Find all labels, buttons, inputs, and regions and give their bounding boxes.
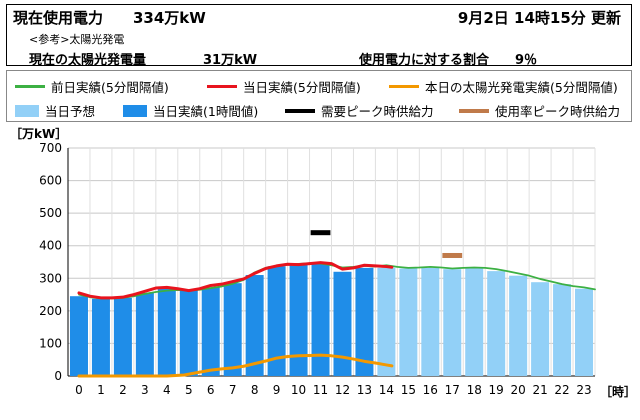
x-tick-label: 23 — [576, 383, 591, 397]
x-tick-label: 10 — [291, 383, 306, 397]
y-tick-label: 600 — [39, 174, 62, 188]
x-tick-label: 11 — [313, 383, 328, 397]
legend-label-usage-peak: 使用率ピーク時供給力 — [495, 104, 621, 119]
bar-hour-18 — [465, 267, 484, 376]
bar-hour-12 — [333, 271, 352, 376]
x-axis-label: ［時］ — [600, 384, 636, 399]
marker-usage-peak — [442, 252, 463, 258]
marker-demand-peak — [310, 230, 331, 236]
bar-hour-0 — [69, 296, 88, 376]
bar-hour-22 — [553, 284, 572, 376]
y-axis-label: ［万kW］ — [10, 126, 67, 141]
legend-label-today-5min: 当日実績(5分間隔値) — [243, 80, 361, 95]
legend-label-hourly: 当日実績(1時間値) — [153, 104, 259, 119]
legend-swatch-today-5min — [207, 85, 237, 88]
legend-item-hourly: 当日実績(1時間値) — [123, 101, 258, 120]
y-tick-label: 300 — [39, 271, 62, 285]
current-usage-label: 現在使用電力 — [13, 9, 104, 27]
x-tick-label: 7 — [229, 383, 237, 397]
chart-legend: 前日実績(5分間隔値) 当日実績(5分間隔値) 本日の太陽光発電実績(5分間隔値… — [6, 70, 632, 122]
bar-hour-16 — [421, 267, 440, 376]
bar-hour-8 — [245, 275, 264, 376]
y-tick-label: 200 — [39, 304, 62, 318]
legend-label-demand-peak: 需要ピーク時供給力 — [321, 104, 434, 119]
x-tick-label: 1 — [97, 383, 105, 397]
x-tick-label: 16 — [423, 383, 438, 397]
bar-hour-13 — [355, 267, 374, 376]
bar-hour-23 — [575, 288, 594, 376]
legend-label-prev-day: 前日実績(5分間隔値) — [51, 80, 169, 95]
marker-layer — [310, 230, 463, 258]
legend-swatch-forecast — [15, 104, 39, 117]
x-tick-label: 3 — [141, 383, 149, 397]
bar-hour-11 — [311, 263, 330, 376]
bar-hour-3 — [135, 292, 154, 376]
reference-label: <参考>太陽光発電 — [29, 33, 125, 46]
x-tick-label: 13 — [357, 383, 372, 397]
bar-hour-4 — [157, 288, 176, 376]
bar-hour-14 — [377, 267, 396, 376]
x-tick-label: 5 — [185, 383, 193, 397]
bar-layer — [69, 263, 594, 376]
bar-hour-6 — [201, 287, 220, 376]
bar-hour-19 — [487, 271, 506, 376]
legend-item-prev-day: 前日実績(5分間隔値) — [15, 77, 169, 96]
x-tick-label: 6 — [207, 383, 215, 397]
bar-hour-9 — [267, 266, 286, 376]
x-tick-label: 21 — [532, 383, 547, 397]
status-header: 現在使用電力 334万kW 9月2日 14時15分 更新 <参考>太陽光発電 現… — [6, 4, 632, 68]
line-solar — [77, 353, 394, 378]
legend-item-forecast: 当日予想 — [15, 101, 95, 120]
legend-item-today-5min: 当日実績(5分間隔値) — [207, 77, 361, 96]
legend-item-usage-peak: 使用率ピーク時供給力 — [459, 101, 620, 120]
bar-hour-20 — [509, 275, 528, 376]
y-tick-label: 100 — [39, 336, 62, 350]
solar-ratio-value: 9％ — [515, 53, 538, 68]
x-tick-label: 2 — [119, 383, 127, 397]
update-time: 9月2日 14時15分 更新 — [457, 9, 621, 27]
y-tick-label: 0 — [54, 369, 62, 383]
legend-swatch-demand-peak — [285, 108, 315, 113]
y-tick-label: 500 — [39, 206, 62, 220]
line-layer — [77, 261, 596, 378]
legend-label-forecast: 当日予想 — [45, 104, 96, 119]
x-tick-label: 12 — [335, 383, 350, 397]
x-tick-label: 8 — [251, 383, 259, 397]
legend-swatch-solar — [389, 85, 419, 88]
current-usage-value: 334万kW — [133, 9, 206, 27]
y-tick-label: 400 — [39, 239, 62, 253]
solar-output-label: 現在の太陽光発電量 — [29, 53, 147, 68]
legend-label-solar: 本日の太陽光発電実績(5分間隔値) — [425, 80, 618, 95]
bar-hour-2 — [113, 297, 132, 376]
legend-swatch-hourly — [123, 104, 147, 117]
x-tick-label: 20 — [511, 383, 526, 397]
x-tick-label: 17 — [445, 383, 460, 397]
x-tick-label: 22 — [554, 383, 569, 397]
x-tick-label: 9 — [273, 383, 281, 397]
x-tick-label: 0 — [75, 383, 83, 397]
legend-item-solar: 本日の太陽光発電実績(5分間隔値) — [389, 77, 618, 96]
bar-hour-21 — [531, 282, 550, 376]
y-tick-label: 700 — [39, 141, 62, 155]
bar-hour-17 — [443, 269, 462, 376]
solar-output-value: 31万kW — [203, 53, 258, 68]
x-tick-label: 4 — [163, 383, 171, 397]
x-tick-label: 15 — [401, 383, 416, 397]
x-tick-label: 18 — [467, 383, 482, 397]
x-tick-label: 19 — [489, 383, 504, 397]
bar-hour-15 — [399, 268, 418, 376]
x-tick-label: 14 — [379, 383, 394, 397]
bar-hour-10 — [289, 264, 308, 376]
bar-hour-1 — [91, 298, 110, 376]
bar-hour-7 — [223, 283, 242, 376]
legend-swatch-prev-day — [15, 85, 45, 88]
line-today-5min — [77, 261, 394, 300]
grid-layer — [67, 147, 596, 377]
legend-item-demand-peak: 需要ピーク時供給力 — [285, 101, 434, 120]
legend-swatch-usage-peak — [459, 108, 489, 113]
solar-ratio-label: 使用電力に対する割合 — [359, 53, 490, 68]
bar-hour-5 — [179, 289, 198, 376]
